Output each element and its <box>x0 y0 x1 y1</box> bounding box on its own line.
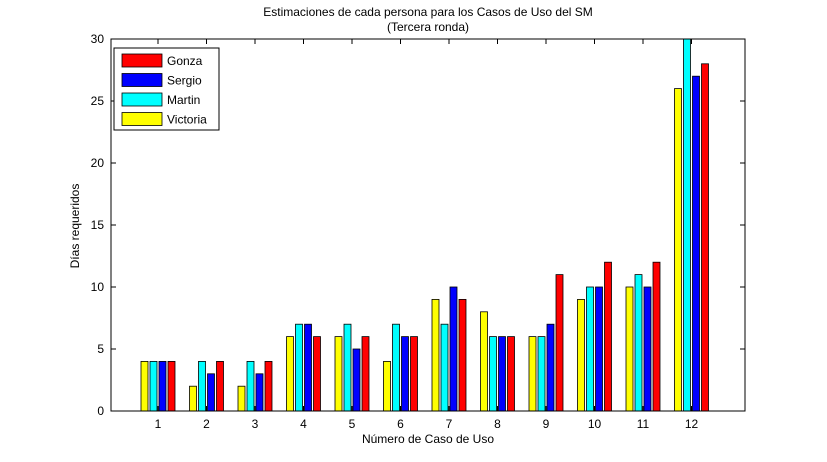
bar-victoria-12 <box>674 88 682 412</box>
x-tick-label: 1 <box>155 417 162 431</box>
x-tick-label: 7 <box>446 417 453 431</box>
chart-subtitle: (Tercera ronda) <box>387 20 469 34</box>
y-tick-label: 20 <box>91 156 105 170</box>
bar-martin-1 <box>149 360 158 412</box>
bar-gonza-4 <box>313 336 321 412</box>
x-tick-label: 10 <box>588 417 602 431</box>
y-tick-label: 5 <box>97 342 104 356</box>
bar-victoria-2 <box>189 385 197 412</box>
y-tick-label: 30 <box>91 32 105 46</box>
bar-martin-12 <box>683 38 691 412</box>
chart-title: Estimaciones de cada persona para los Ca… <box>263 5 593 19</box>
bar-sergio-7 <box>449 286 458 412</box>
bar-victoria-5 <box>334 336 343 412</box>
x-tick-label: 12 <box>685 417 699 431</box>
bar-martin-3 <box>246 360 255 412</box>
legend-label-gonza: Gonza <box>167 54 203 68</box>
bar-gonza-12 <box>701 63 709 412</box>
bar-sergio-10 <box>595 286 603 412</box>
bar-victoria-8 <box>480 311 488 412</box>
y-axis-label: Días requeridos <box>68 184 82 269</box>
y-tick-label: 0 <box>97 404 104 418</box>
bar-sergio-12 <box>692 75 700 412</box>
bar-gonza-11 <box>652 261 661 412</box>
x-tick-label: 3 <box>252 417 259 431</box>
bar-sergio-9 <box>546 323 555 412</box>
bar-sergio-8 <box>498 336 506 412</box>
x-tick-label: 5 <box>349 417 356 431</box>
legend-swatch-sergio <box>121 73 163 87</box>
bar-gonza-3 <box>264 360 273 412</box>
bar-martin-10 <box>586 286 594 412</box>
bar-sergio-11 <box>643 286 652 412</box>
bar-martin-5 <box>343 323 352 412</box>
bar-gonza-9 <box>555 274 564 412</box>
legend-label-sergio: Sergio <box>167 74 202 88</box>
bar-gonza-5 <box>361 336 370 412</box>
bar-martin-11 <box>634 274 643 412</box>
bar-martin-4 <box>295 323 303 412</box>
legend-swatch-martin <box>121 92 163 107</box>
bar-sergio-2 <box>207 373 215 412</box>
bar-gonza-8 <box>507 336 515 412</box>
bar-victoria-7 <box>431 298 440 412</box>
y-tick-label: 10 <box>91 280 105 294</box>
bar-victoria-6 <box>383 360 391 412</box>
y-tick-label: 25 <box>91 94 105 108</box>
bar-martin-2 <box>198 360 206 412</box>
bar-victoria-1 <box>140 360 149 412</box>
bar-martin-7 <box>440 323 449 412</box>
x-tick-label: 2 <box>203 417 210 431</box>
bar-gonza-6 <box>410 336 418 412</box>
bar-victoria-4 <box>286 336 294 412</box>
bar-sergio-4 <box>304 323 312 412</box>
bar-gonza-1 <box>167 360 176 412</box>
bar-martin-6 <box>392 323 400 412</box>
bar-sergio-3 <box>255 373 264 412</box>
bar-gonza-10 <box>604 261 612 412</box>
bar-sergio-6 <box>401 336 409 412</box>
bar-victoria-10 <box>577 298 585 412</box>
legend-swatch-gonza <box>121 53 163 68</box>
bar-victoria-11 <box>625 286 634 412</box>
bar-victoria-9 <box>528 336 537 412</box>
legend-swatch-victoria <box>121 112 163 126</box>
bar-martin-9 <box>537 336 546 412</box>
bar-martin-8 <box>489 336 497 412</box>
x-axis-label: Número de Caso de Uso <box>362 432 494 446</box>
bar-sergio-1 <box>158 360 167 412</box>
x-tick-label: 8 <box>494 417 501 431</box>
bar-gonza-7 <box>458 298 467 412</box>
bar-gonza-2 <box>216 360 224 412</box>
x-tick-label: 6 <box>397 417 404 431</box>
x-tick-label: 11 <box>637 417 650 431</box>
plot-frame <box>110 38 746 412</box>
legend-label-martin: Martin <box>167 93 200 107</box>
x-tick-label: 9 <box>543 417 550 431</box>
legend-label-victoria: Victoria <box>167 113 207 127</box>
y-tick-label: 15 <box>91 218 105 232</box>
bar-victoria-3 <box>237 385 246 412</box>
x-tick-label: 4 <box>300 417 307 431</box>
legend: Gonza Sergio Martin Victoria <box>113 47 220 131</box>
bar-sergio-5 <box>352 348 361 412</box>
